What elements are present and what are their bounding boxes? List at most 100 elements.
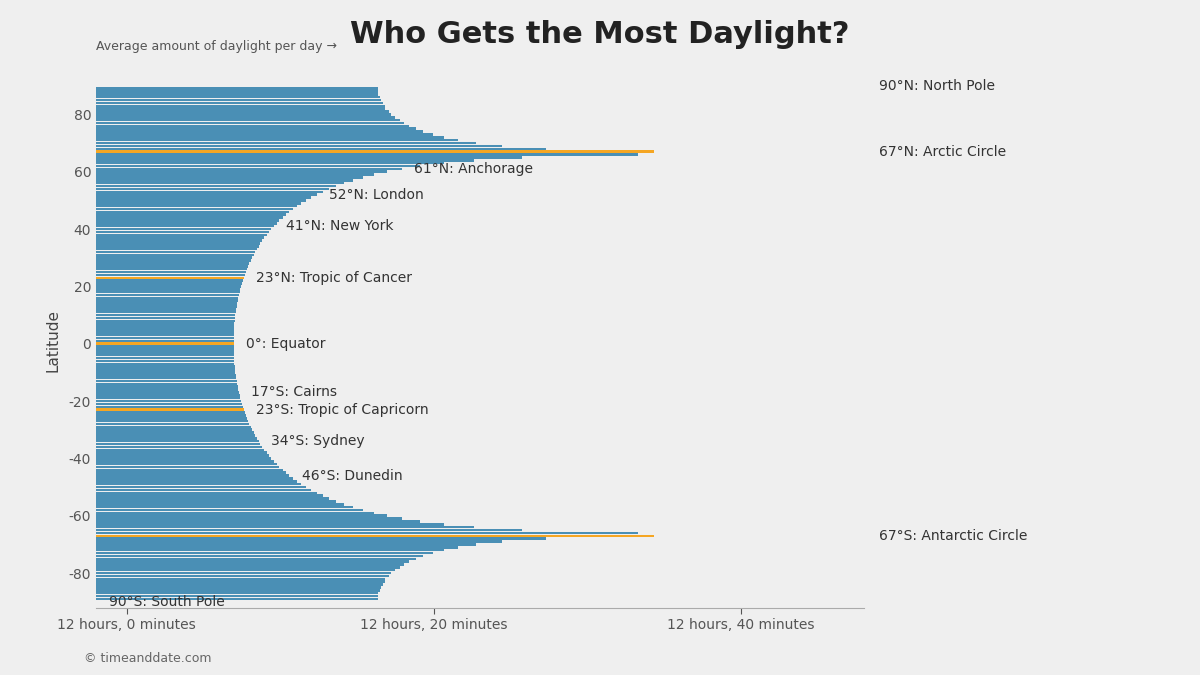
Bar xyxy=(96,93,378,96)
Bar xyxy=(96,452,266,454)
Bar xyxy=(96,472,286,474)
Bar xyxy=(96,256,252,259)
Text: © timeanddate.com: © timeanddate.com xyxy=(84,651,211,664)
Bar xyxy=(96,483,301,485)
Bar xyxy=(96,406,242,408)
Bar xyxy=(96,300,238,302)
Bar xyxy=(96,529,522,531)
Bar xyxy=(96,271,246,273)
Bar xyxy=(96,242,260,244)
Bar xyxy=(96,449,264,451)
Bar xyxy=(96,523,444,526)
Bar xyxy=(96,136,444,138)
Text: 67°N: Arctic Circle: 67°N: Arctic Circle xyxy=(880,144,1007,159)
Bar xyxy=(96,245,258,248)
Bar xyxy=(96,460,274,462)
Bar xyxy=(96,466,280,468)
Bar xyxy=(96,546,458,549)
Bar xyxy=(96,500,336,503)
Bar xyxy=(96,578,385,580)
Text: 23°S: Tropic of Capricorn: 23°S: Tropic of Capricorn xyxy=(256,403,428,416)
Bar xyxy=(96,225,274,227)
Bar xyxy=(96,517,402,520)
Bar xyxy=(96,107,385,110)
Bar xyxy=(96,411,245,414)
Text: 67°S: Antarctic Circle: 67°S: Antarctic Circle xyxy=(880,529,1027,543)
Bar xyxy=(96,110,389,113)
Bar xyxy=(96,311,235,313)
Text: 41°N: New York: 41°N: New York xyxy=(286,219,394,233)
Bar xyxy=(96,431,253,434)
Bar xyxy=(96,417,247,420)
Bar xyxy=(96,597,378,600)
Bar xyxy=(96,494,323,497)
Bar xyxy=(96,325,234,328)
Bar xyxy=(96,537,546,540)
Bar xyxy=(96,532,638,534)
Bar xyxy=(96,328,234,331)
Bar xyxy=(96,463,276,466)
Bar xyxy=(96,171,386,173)
Bar xyxy=(96,319,235,322)
Bar xyxy=(96,205,298,207)
Bar xyxy=(96,380,236,382)
Bar xyxy=(96,346,234,348)
Bar xyxy=(96,156,522,159)
Bar xyxy=(96,188,329,190)
Bar xyxy=(96,429,252,431)
Bar xyxy=(96,268,247,271)
Bar xyxy=(96,520,420,522)
Bar xyxy=(96,282,242,285)
Bar xyxy=(96,116,395,119)
Bar xyxy=(96,176,362,179)
Bar xyxy=(96,202,301,205)
Bar xyxy=(96,99,380,101)
Bar xyxy=(96,331,234,333)
Bar xyxy=(96,454,269,457)
Bar xyxy=(96,569,395,572)
Bar xyxy=(96,437,257,439)
Bar xyxy=(96,317,235,319)
Bar xyxy=(96,383,238,385)
Bar xyxy=(96,558,416,560)
Bar xyxy=(96,592,378,595)
Text: 17°S: Cairns: 17°S: Cairns xyxy=(251,385,337,400)
Bar xyxy=(96,279,242,282)
Bar xyxy=(96,440,258,443)
Bar xyxy=(96,167,402,170)
Bar xyxy=(96,348,234,351)
Text: 90°S: South Pole: 90°S: South Pole xyxy=(109,595,224,609)
Bar xyxy=(96,563,404,566)
Bar xyxy=(96,385,238,388)
Bar xyxy=(96,549,444,551)
Bar xyxy=(96,351,234,354)
Bar xyxy=(96,199,306,202)
Text: Who Gets the Most Daylight?: Who Gets the Most Daylight? xyxy=(350,20,850,49)
Bar xyxy=(96,139,458,142)
Bar xyxy=(96,173,374,176)
Bar xyxy=(96,535,654,537)
Bar xyxy=(96,374,235,377)
Bar xyxy=(96,354,234,356)
Text: 34°S: Sydney: 34°S: Sydney xyxy=(271,434,365,448)
Bar xyxy=(96,162,444,165)
Bar xyxy=(96,291,240,294)
Bar xyxy=(96,239,263,242)
Bar xyxy=(96,486,306,488)
Bar xyxy=(96,509,362,511)
Bar xyxy=(96,357,234,359)
Text: Average amount of daylight per day →: Average amount of daylight per day → xyxy=(96,40,337,53)
Bar xyxy=(96,185,336,188)
Bar xyxy=(96,514,386,517)
Bar xyxy=(96,194,317,196)
Bar xyxy=(96,446,263,448)
Bar xyxy=(96,211,289,213)
Bar xyxy=(96,159,474,161)
Bar xyxy=(96,477,293,480)
Bar xyxy=(96,371,235,374)
Bar xyxy=(96,142,476,144)
Bar xyxy=(96,369,235,371)
Bar xyxy=(96,234,266,236)
Bar xyxy=(96,414,246,416)
Bar xyxy=(96,314,235,317)
